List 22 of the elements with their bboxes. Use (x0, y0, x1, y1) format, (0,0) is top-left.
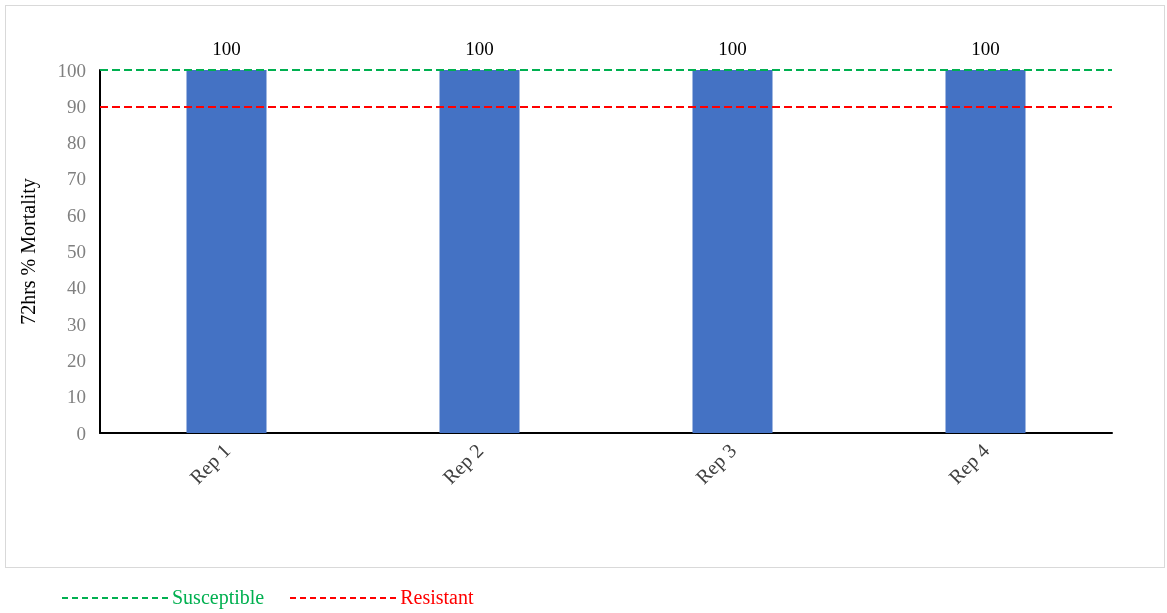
x-tick-label: Rep 4 (944, 439, 994, 489)
x-tick-label: Rep 2 (438, 439, 488, 489)
data-label: 100 (212, 38, 241, 59)
y-tick-label: 0 (76, 422, 86, 444)
y-tick-label: 20 (67, 349, 86, 371)
y-tick-label: 40 (67, 277, 86, 299)
y-tick-label: 60 (67, 204, 86, 226)
data-label: 100 (971, 38, 1000, 59)
y-tick-label: 50 (67, 241, 86, 262)
y-axis-title: 72hrs % Mortality (17, 178, 40, 325)
y-tick-label: 80 (67, 132, 86, 154)
y-tick-label: 10 (67, 386, 86, 408)
y-tick-label: 70 (67, 168, 86, 190)
y-tick-label: 100 (57, 59, 86, 81)
ref-line-label: Resistant (400, 586, 474, 609)
ref-line-label: Susceptible (172, 586, 265, 609)
x-tick-label: Rep 1 (185, 439, 235, 489)
data-label: 100 (718, 38, 747, 59)
y-tick-label: 90 (67, 95, 86, 117)
data-label: 100 (465, 38, 494, 59)
x-tick-label: Rep 3 (691, 439, 741, 489)
y-tick-label: 30 (67, 313, 86, 335)
